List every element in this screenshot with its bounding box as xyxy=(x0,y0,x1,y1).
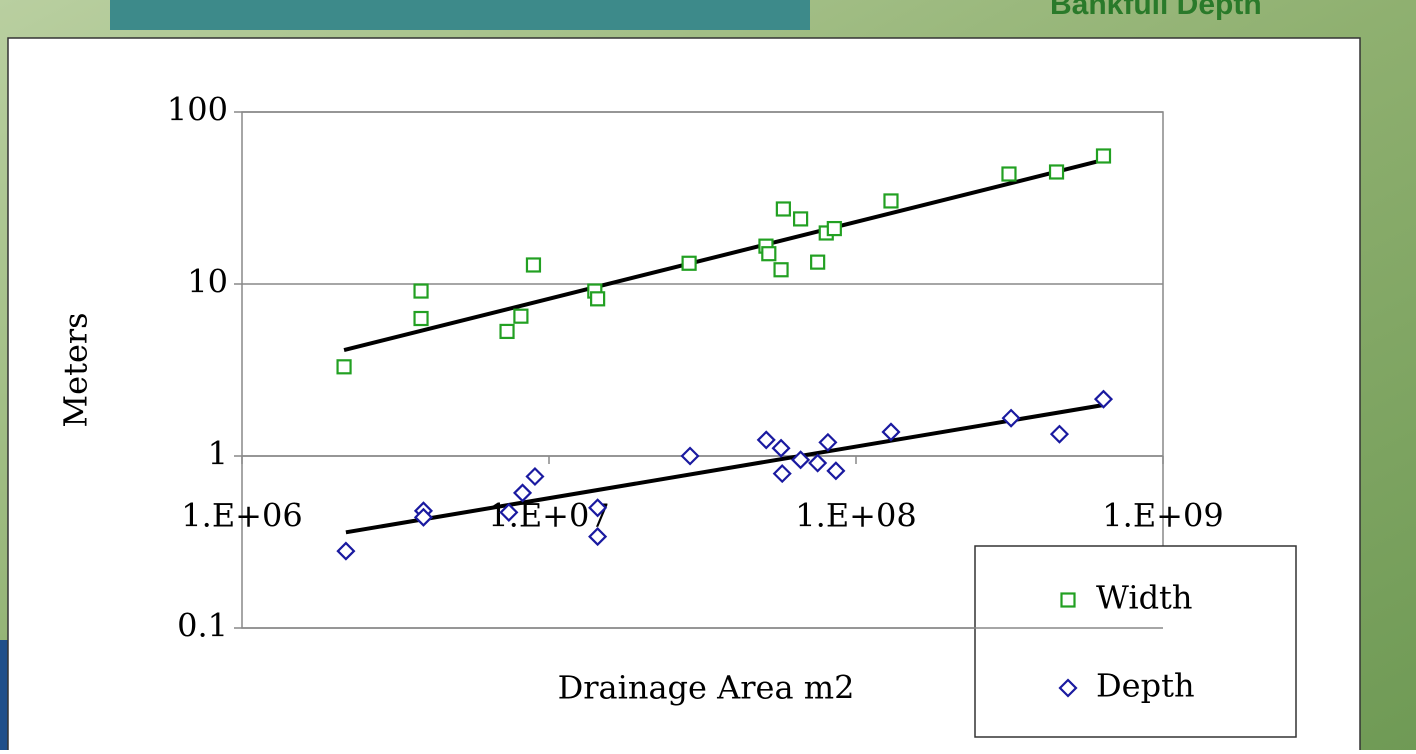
data-point xyxy=(680,446,700,466)
trendline xyxy=(345,403,1104,535)
data-point xyxy=(681,255,697,271)
legend-marker xyxy=(1060,592,1076,608)
data-point xyxy=(499,502,519,522)
x-tick-label: 1.E+08 xyxy=(795,497,916,535)
data-point xyxy=(588,498,608,518)
data-point xyxy=(808,453,828,473)
legend-box xyxy=(974,545,1297,738)
data-point xyxy=(826,220,842,237)
data-point xyxy=(881,422,901,442)
data-point xyxy=(413,283,429,299)
x-tick-label: 1.E+09 xyxy=(1102,497,1223,535)
data-point xyxy=(810,254,826,270)
data-point xyxy=(775,201,791,217)
data-point xyxy=(818,432,838,452)
data-point xyxy=(756,430,776,450)
data-point xyxy=(413,310,429,327)
trendline xyxy=(343,158,1104,352)
data-point xyxy=(771,438,791,458)
data-point xyxy=(588,527,608,547)
data-point xyxy=(499,323,515,340)
y-tick-label: 1 xyxy=(208,435,228,473)
data-point xyxy=(1095,148,1112,164)
legend-label: Depth xyxy=(1096,667,1195,705)
data-point xyxy=(1001,166,1017,182)
data-point xyxy=(761,246,777,262)
x-tick-label: 1.E+06 xyxy=(181,497,302,535)
legend-marker xyxy=(1058,678,1078,698)
data-point xyxy=(1048,164,1065,180)
data-point xyxy=(513,308,529,324)
y-tick-label: 100 xyxy=(167,91,228,129)
data-point xyxy=(883,193,899,209)
data-point xyxy=(590,291,606,307)
y-axis-title: Meters xyxy=(57,312,95,427)
x-axis-title: Drainage Area m2 xyxy=(558,669,855,707)
data-point xyxy=(773,262,789,278)
data-point xyxy=(791,450,811,470)
data-point xyxy=(826,461,846,481)
slide-title: Bankfull Depth xyxy=(1050,0,1262,21)
data-point xyxy=(772,464,792,484)
slide-banner xyxy=(110,0,810,30)
data-point xyxy=(336,541,356,561)
legend-label: Width xyxy=(1096,579,1193,617)
data-point xyxy=(1001,408,1021,428)
data-point xyxy=(413,507,434,527)
data-point xyxy=(525,466,545,487)
y-tick-label: 0.1 xyxy=(177,607,228,645)
data-point xyxy=(1093,389,1114,409)
data-point xyxy=(512,483,533,503)
data-point xyxy=(792,211,809,227)
data-point xyxy=(336,359,352,375)
data-point xyxy=(1049,424,1070,444)
data-point xyxy=(525,257,542,273)
y-tick-label: 10 xyxy=(187,263,228,301)
